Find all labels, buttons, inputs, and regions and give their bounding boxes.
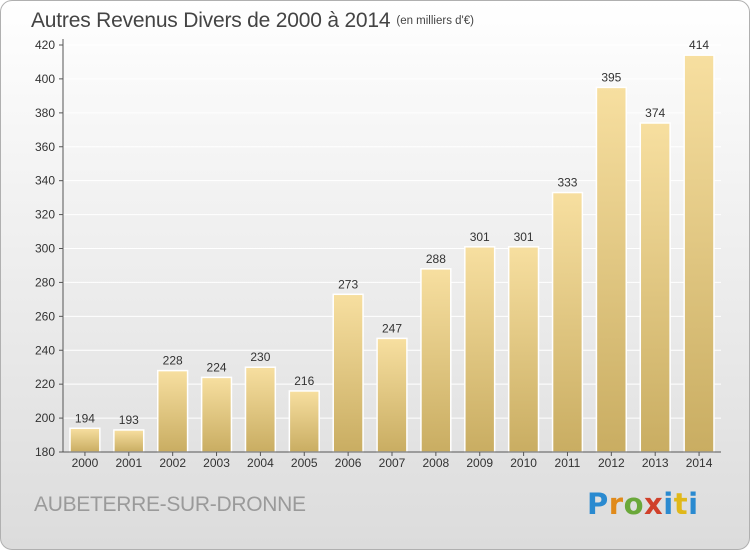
bar: [157, 369, 189, 453]
logo-letter: x: [644, 487, 664, 521]
data-label: 333: [557, 176, 577, 190]
bar: [376, 337, 408, 453]
town-name: AUBETERRE-SUR-DRONNE: [34, 493, 306, 516]
x-tick-label: 2014: [686, 456, 713, 470]
data-label: 193: [119, 413, 139, 427]
x-tick-label: 2008: [423, 456, 450, 470]
bar: [595, 86, 627, 453]
data-label: 301: [470, 230, 490, 244]
y-tick-label: 380: [35, 106, 55, 120]
logo-letter: t: [673, 487, 689, 521]
data-label: 374: [645, 106, 665, 120]
data-label: 301: [514, 230, 534, 244]
bar: [683, 54, 715, 453]
bar: [639, 122, 671, 453]
x-tick-label: 2011: [555, 456, 581, 470]
bar: [113, 429, 145, 453]
y-tick-label: 320: [35, 208, 55, 222]
y-tick-label: 400: [35, 72, 55, 86]
bar: [551, 191, 584, 453]
data-label: 224: [207, 360, 227, 374]
bar: [420, 268, 452, 453]
logo-letter: o: [623, 487, 645, 521]
x-tick-label: 2004: [247, 456, 274, 470]
labels: 180 200 220 240 260 280 300 320 340 360 380 400 420 1…: [35, 38, 713, 470]
x-tick-label: 2010: [510, 456, 537, 470]
x-tick-label: 2012: [598, 456, 625, 470]
bar: [200, 376, 233, 453]
y-tick-label: 180: [35, 445, 55, 459]
x-tick-label: 2003: [203, 456, 230, 470]
x-tick-label: 2000: [72, 456, 99, 470]
bar: [464, 246, 496, 453]
data-label: 273: [338, 277, 358, 291]
y-tick-label: 200: [35, 411, 55, 425]
bar: [244, 366, 277, 453]
x-tick-label: 2001: [115, 456, 142, 470]
chart-unit: (en milliers d'€): [396, 15, 474, 27]
x-tick-label: 2009: [466, 456, 493, 470]
logo-letter: i: [663, 487, 674, 521]
chart-title: Autres Revenus Divers de 2000 à 2014: [31, 9, 391, 32]
x-tick-label: 2005: [291, 456, 318, 470]
y-tick-label: 360: [35, 140, 55, 154]
x-tick-label: 2002: [159, 456, 186, 470]
y-tick-label: 300: [35, 242, 55, 256]
x-tick-label: 2007: [379, 456, 406, 470]
data-label: 194: [75, 411, 95, 425]
bar: [332, 293, 364, 453]
data-label: 247: [382, 321, 402, 335]
proxiti-logo[interactable]: Proxiti: [587, 487, 699, 521]
bar: [69, 427, 101, 453]
y-tick-label: 240: [35, 343, 55, 357]
x-tick-label: 2013: [642, 456, 669, 470]
data-label: 228: [163, 354, 183, 368]
bar: [507, 246, 540, 453]
chart-title-row: Autres Revenus Divers de 2000 à 2014 (en …: [31, 9, 474, 33]
y-tick-label: 340: [35, 174, 55, 188]
bar: [288, 390, 320, 453]
logo-letter: i: [688, 487, 699, 521]
axes: [59, 39, 721, 456]
y-tick-label: 260: [35, 309, 55, 323]
data-label: 288: [426, 252, 446, 266]
bars: [69, 54, 715, 453]
data-label: 395: [601, 70, 621, 84]
x-tick-label: 2006: [335, 456, 362, 470]
data-label: 216: [294, 374, 314, 388]
y-tick-label: 220: [35, 377, 55, 391]
logo-letter: P: [587, 487, 609, 521]
data-label: 414: [689, 38, 709, 52]
y-tick-label: 280: [35, 275, 55, 289]
y-tick-label: 420: [35, 38, 55, 52]
logo-letter: r: [608, 487, 624, 521]
data-label: 230: [250, 350, 270, 364]
